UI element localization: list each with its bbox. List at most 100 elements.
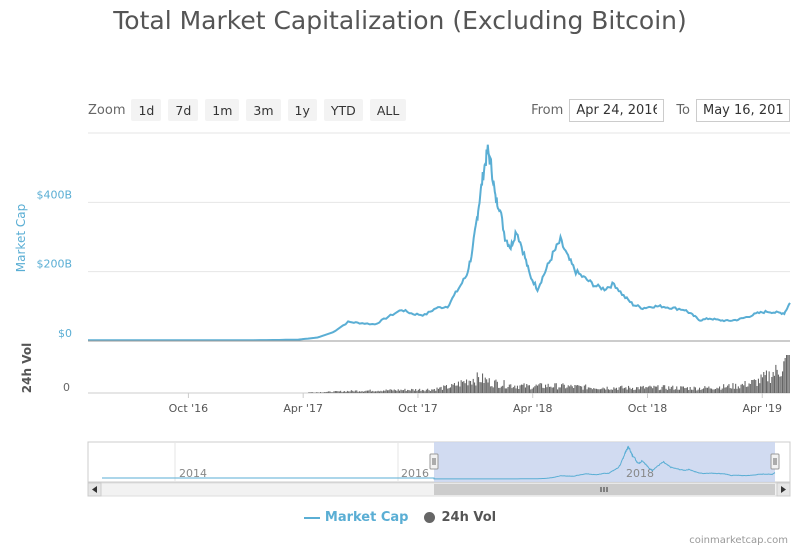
volume-bar — [618, 387, 620, 393]
volume-bar — [385, 389, 387, 393]
volume-bar — [428, 390, 430, 393]
volume-bar — [349, 391, 351, 393]
volume-bar — [712, 389, 714, 393]
volume-bar — [641, 386, 643, 393]
volume-bar — [391, 389, 393, 393]
volume-bar — [543, 388, 545, 393]
volume-bar — [403, 390, 405, 393]
volume-bar — [312, 392, 314, 393]
volume-bar — [688, 390, 690, 393]
volume-bar — [715, 389, 717, 393]
volume-bar — [666, 389, 668, 393]
volume-bar — [656, 386, 658, 393]
navigator-scrollbar[interactable] — [87, 482, 791, 497]
volume-bar — [396, 390, 398, 393]
volume-bar — [752, 380, 754, 393]
navigator-series-line — [102, 445, 776, 480]
volume-bar — [581, 386, 583, 393]
volume-bar — [573, 388, 575, 393]
volume-bar — [642, 385, 644, 393]
volume-bar — [527, 385, 529, 393]
volume-bar — [546, 387, 548, 393]
volume-bar — [787, 355, 789, 393]
zoom-1m-button[interactable]: 1m — [205, 99, 240, 121]
volume-bar — [408, 390, 410, 393]
volume-bar — [486, 379, 488, 393]
volume-bar — [723, 384, 725, 393]
navigator-left-handle[interactable] — [429, 453, 439, 470]
volume-bar — [566, 387, 568, 393]
volume-bar — [360, 391, 362, 393]
volume-bar — [769, 383, 771, 393]
volume-bar — [574, 385, 576, 393]
volume-bar — [676, 386, 678, 393]
zoom-ytd-button[interactable]: YTD — [323, 99, 363, 121]
volume-bar — [657, 385, 659, 393]
volume-bar — [620, 386, 622, 393]
volume-bar — [516, 385, 518, 393]
volume-bar — [524, 387, 526, 393]
navigator-selected-range[interactable] — [434, 442, 775, 482]
volume-bar — [499, 387, 501, 393]
volume-bar — [407, 389, 409, 393]
volume-bar — [387, 390, 389, 393]
volume-bar — [605, 389, 607, 393]
volume-bar — [464, 383, 466, 393]
legend-label-market-cap: Market Cap — [324, 510, 409, 525]
volume-bar — [358, 391, 360, 393]
volume-bar — [708, 386, 710, 393]
volume-bar — [697, 389, 699, 393]
volume-bar — [460, 380, 462, 393]
volume-bar — [736, 388, 738, 393]
volume-bar — [550, 386, 552, 393]
volume-bar — [462, 381, 464, 393]
volume-bar — [354, 390, 356, 393]
volume-bar — [344, 391, 346, 393]
volume-bar — [737, 386, 739, 393]
volume-bar — [380, 390, 382, 393]
zoom-1y-button[interactable]: 1y — [287, 99, 317, 121]
zoom-3m-button[interactable]: 3m — [246, 99, 281, 121]
navigator-right-handle[interactable] — [770, 453, 780, 470]
volume-bar — [433, 389, 435, 393]
volume-bar — [487, 382, 489, 393]
volume-bar — [740, 384, 742, 393]
volume-bar — [518, 389, 520, 393]
to-label: To — [676, 102, 690, 118]
volume-bar — [494, 380, 496, 393]
volume-bar — [649, 385, 651, 393]
volume-bar — [733, 388, 735, 393]
volume-bar — [741, 383, 743, 393]
volume-bar — [520, 384, 522, 393]
chart-title: Total Market Capitalization (Excluding B… — [113, 6, 687, 35]
volume-bar — [597, 389, 599, 393]
volume-bar — [644, 388, 646, 393]
volume-bar — [551, 387, 553, 393]
x-tick-label: Oct '17 — [398, 402, 438, 415]
from-date-input[interactable] — [569, 98, 665, 122]
arrow-left-icon — [92, 486, 97, 493]
volume-bar — [700, 390, 702, 393]
volume-bar — [773, 375, 775, 393]
navigator-label-2016: 2016 — [401, 467, 429, 480]
navigator-label-2014: 2014 — [179, 467, 207, 480]
credit-link[interactable]: coinmarketcap.com — [689, 535, 788, 546]
to-date-input[interactable] — [696, 98, 790, 122]
navigator[interactable]: 2014 2016 2018 — [87, 441, 791, 483]
zoom-all-button[interactable]: ALL — [369, 99, 407, 121]
volume-bar — [607, 389, 609, 393]
legend-item-market-cap[interactable]: Market Cap — [303, 510, 409, 525]
volume-bar — [431, 389, 433, 393]
volume-bar — [668, 386, 670, 393]
volume-bar — [593, 388, 595, 393]
zoom-7d-button[interactable]: 7d — [168, 99, 199, 121]
volume-bar — [333, 391, 335, 393]
volume-bar — [783, 361, 785, 393]
volume-bar — [429, 391, 431, 393]
volume-bar — [630, 389, 632, 393]
volume-bar — [760, 374, 762, 393]
volume-bar — [508, 384, 510, 393]
volume-bar — [638, 389, 640, 393]
legend-item-volume[interactable]: 24h Vol — [424, 510, 496, 525]
zoom-1d-button[interactable]: 1d — [131, 99, 162, 121]
